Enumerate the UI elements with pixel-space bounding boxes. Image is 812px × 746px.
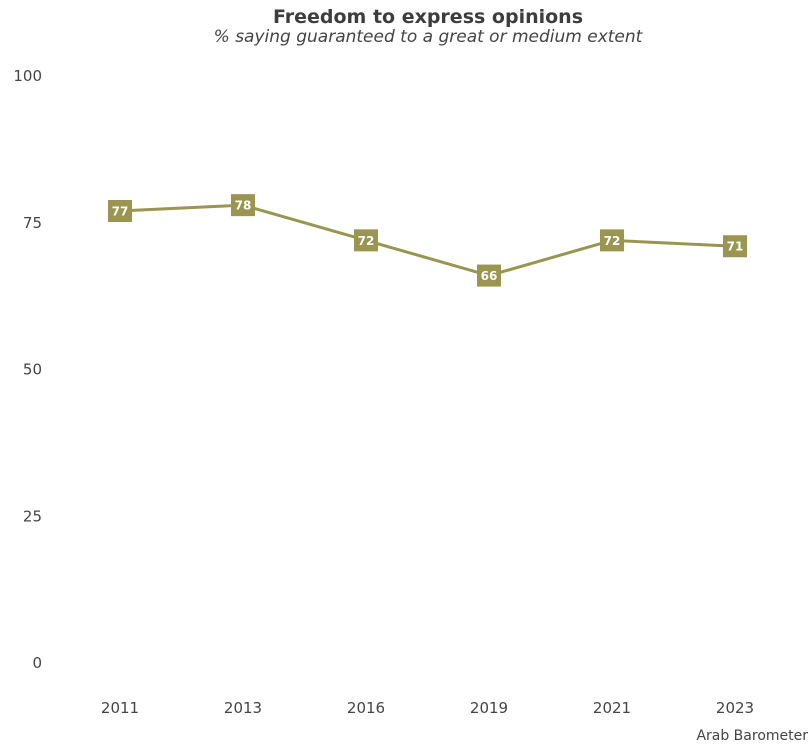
x-tick-label: 2016 [347, 699, 385, 717]
series-lines [119, 203, 736, 278]
x-tick-label: 2021 [593, 699, 631, 717]
data-point: 77 [108, 200, 132, 223]
data-point-marker [723, 235, 747, 258]
y-tick-label: 75 [23, 214, 42, 232]
y-tick-label: 100 [13, 67, 42, 85]
data-label: 77 [112, 205, 129, 219]
data-point-marker [231, 194, 255, 217]
chart-title: Freedom to express opinions [272, 6, 584, 28]
data-point-marker [477, 264, 501, 287]
data-label: 71 [727, 240, 744, 254]
data-point-marker [108, 200, 132, 223]
data-point: 66 [477, 264, 501, 287]
chart-subtitle: % saying guaranteed to a great or medium… [213, 27, 643, 47]
data-point-marker [600, 229, 624, 252]
y-tick-label: 0 [32, 654, 42, 672]
x-tick-label: 2013 [224, 699, 262, 717]
data-point-marker [354, 229, 378, 252]
x-tick-label: 2023 [716, 699, 754, 717]
x-tick-label: 2011 [101, 699, 139, 717]
y-tick-label: 25 [23, 507, 42, 525]
x-axis-tick-labels: 2011 2013 2016 2019 2021 2023 [101, 699, 754, 717]
data-label: 72 [604, 234, 621, 248]
data-label: 78 [235, 199, 252, 213]
series-line [119, 203, 736, 278]
data-markers: 77 78 72 66 72 71 [108, 194, 747, 287]
source-label: Arab Barometer [696, 728, 808, 744]
y-axis-tick-labels: 0 25 50 75 100 [13, 67, 42, 672]
data-label: 72 [358, 234, 375, 248]
data-label: 66 [481, 269, 498, 283]
data-point: 72 [354, 229, 378, 252]
x-tick-label: 2019 [470, 699, 508, 717]
data-point: 72 [600, 229, 624, 252]
data-point: 78 [231, 194, 255, 217]
data-point: 71 [723, 235, 747, 258]
y-tick-label: 50 [23, 361, 42, 379]
